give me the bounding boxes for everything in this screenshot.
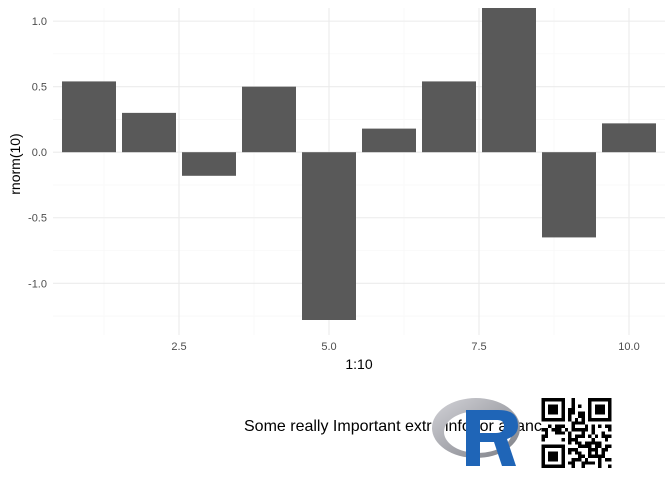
tick-labels: 2.5 5.0 7.5 10.0 -1.0 -0.5 0.0 0.5 1.0	[28, 16, 640, 353]
bar	[302, 152, 356, 320]
y-tick-label: -0.5	[28, 213, 47, 225]
x-tick-label: 7.5	[471, 341, 486, 353]
x-tick-label: 10.0	[618, 341, 639, 353]
x-tick-label: 5.0	[321, 341, 336, 353]
y-tick-label: -1.0	[28, 278, 47, 290]
y-tick-label: 0.5	[32, 82, 47, 94]
bar	[422, 81, 476, 153]
bar	[122, 112, 176, 153]
y-tick-label: 0.0	[32, 147, 47, 159]
bar	[242, 86, 296, 153]
y-axis-title: rnorm(10)	[7, 133, 23, 194]
bar	[182, 152, 236, 176]
bar	[362, 128, 416, 153]
y-tick-label: 1.0	[32, 16, 47, 28]
x-tick-label: 2.5	[171, 341, 186, 353]
bar	[542, 152, 596, 238]
bar	[62, 81, 116, 153]
bar	[482, 8, 536, 153]
bars	[62, 8, 656, 320]
qr-code-icon	[541, 398, 612, 468]
gridlines	[53, 8, 665, 335]
r-logo-icon	[432, 398, 520, 466]
x-axis-title: 1:10	[345, 356, 372, 372]
bar-chart: 2.5 5.0 7.5 10.0 -1.0 -0.5 0.0 0.5 1.0 1:10 rnor…	[7, 8, 665, 372]
bar	[602, 123, 656, 153]
